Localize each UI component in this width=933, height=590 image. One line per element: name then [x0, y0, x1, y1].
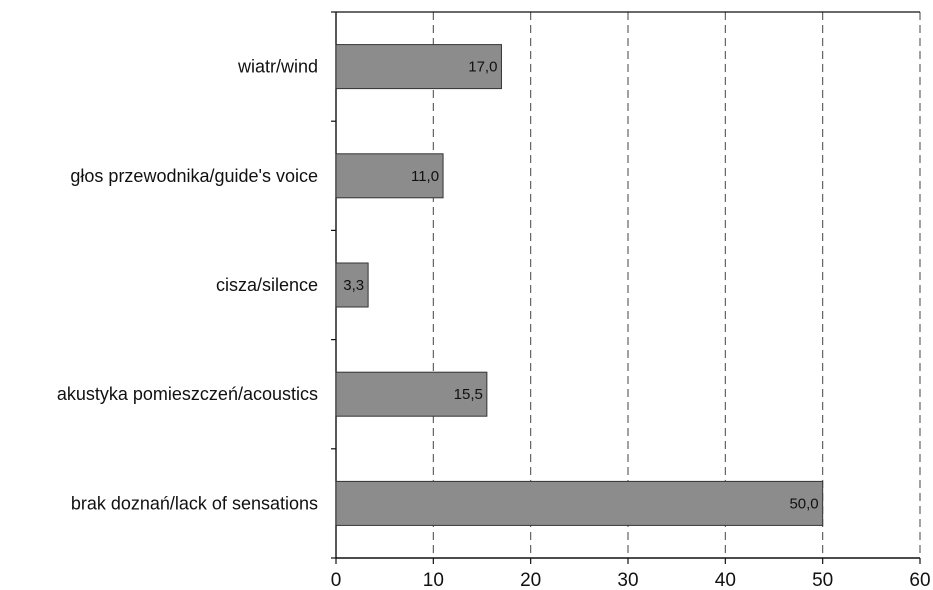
- x-tick-label-2: 20: [520, 570, 541, 590]
- data-label-1: 11,0: [411, 168, 439, 185]
- category-label-2: cisza/silence: [216, 275, 318, 295]
- bar-0: [335, 44, 502, 90]
- x-tick-label-3: 30: [617, 570, 638, 590]
- x-tick-label-4: 40: [715, 570, 736, 590]
- category-label-4: brak doznań/lack of sensations: [71, 493, 318, 513]
- category-label-3: akustyka pomieszczeń/acoustics: [57, 384, 318, 404]
- bar-3: [335, 371, 488, 417]
- data-label-4: 50,0: [789, 495, 818, 512]
- category-label-0: wiatr/wind: [237, 57, 318, 77]
- data-label-0: 17,0: [468, 59, 497, 76]
- bar-2: [335, 262, 369, 308]
- data-label-2: 3,3: [343, 277, 364, 294]
- category-label-1: głos przewodnika/guide's voice: [70, 166, 318, 186]
- bar-1: [335, 153, 444, 199]
- x-tick-label-1: 10: [423, 570, 444, 590]
- data-label-3: 15,5: [454, 386, 483, 403]
- bar-4: [335, 480, 824, 526]
- x-tick-label-5: 50: [812, 570, 833, 590]
- x-tick-label-6: 60: [909, 570, 930, 590]
- x-tick-label-0: 0: [331, 570, 342, 590]
